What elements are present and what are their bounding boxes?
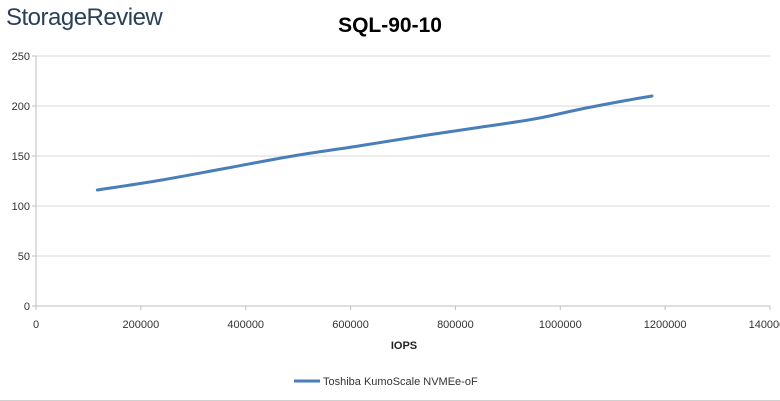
chart-title: SQL-90-10 xyxy=(0,14,780,38)
x-tick-label-600000: 600000 xyxy=(332,319,369,331)
chart-title-text: SQL-90-10 xyxy=(338,14,442,37)
legend: Toshiba KumoScale NVMEe-oF xyxy=(294,376,478,388)
x-tick-label-0: 0 xyxy=(33,319,39,331)
y-tick-label-0: 0 xyxy=(24,301,30,313)
series-line-0 xyxy=(95,94,654,192)
x-tick-label-1000000: 1000000 xyxy=(539,319,582,331)
x-tick-label-400000: 400000 xyxy=(227,319,264,331)
x-axis-ticks: 0 200000 400000 600000 800000 1000000 1200000 1… xyxy=(33,306,780,331)
x-tick-label-800000: 800000 xyxy=(437,319,474,331)
legend-label-0: Toshiba KumoScale NVMEe-oF xyxy=(323,376,478,388)
storagereview-logo: StorageReview xyxy=(6,4,163,31)
gridlines xyxy=(35,55,770,307)
y-axis-ticks: 0 50 100 150 200 250 xyxy=(12,51,36,313)
x-tick-label-1400000: 1400000 xyxy=(749,319,780,331)
y-tick-label-100: 100 xyxy=(12,201,30,213)
y-tick-label-250: 250 xyxy=(12,51,30,63)
y-tick-label-50: 50 xyxy=(18,251,30,263)
series-layer xyxy=(95,94,654,192)
y-tick-label-200: 200 xyxy=(12,101,30,113)
x-tick-label-1200000: 1200000 xyxy=(644,319,687,331)
x-axis-label: IOPS xyxy=(391,340,417,352)
y-tick-label-150: 150 xyxy=(12,151,30,163)
x-tick-label-200000: 200000 xyxy=(122,319,159,331)
